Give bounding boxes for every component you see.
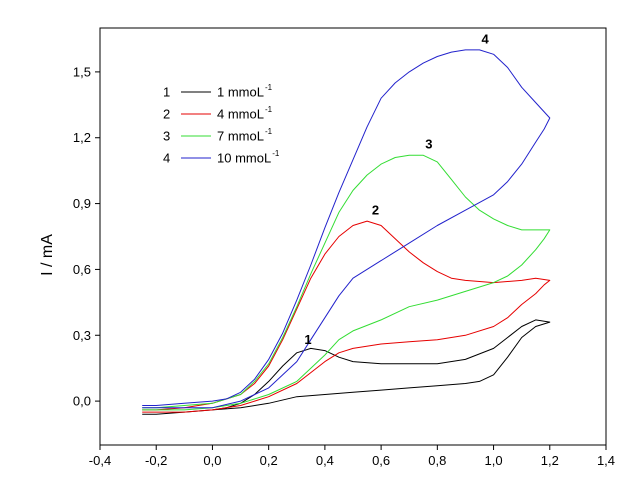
x-tick-label: 1,4 — [597, 453, 615, 468]
legend-label: 1 mmoL — [217, 85, 264, 100]
y-tick-label: 1,2 — [73, 130, 91, 145]
x-tick-label: 0,8 — [428, 453, 446, 468]
legend-number: 2 — [163, 107, 170, 122]
legend-superscript: -1 — [265, 105, 273, 114]
legend-superscript: -1 — [265, 127, 273, 136]
legend-number: 4 — [163, 151, 170, 166]
y-tick-label: 0,6 — [73, 262, 91, 277]
legend-label: 7 mmoL — [217, 129, 264, 144]
x-tick-label: 1,0 — [485, 453, 503, 468]
x-tick-label: -0,4 — [89, 453, 111, 468]
x-tick-label: 0,4 — [316, 453, 334, 468]
legend-number: 3 — [163, 129, 170, 144]
series-line-2 — [142, 220, 551, 413]
y-tick-label: 1,5 — [73, 64, 91, 79]
curve-label-4: 4 — [482, 31, 490, 46]
y-tick-label: 0,9 — [73, 196, 91, 211]
plot-frame — [99, 27, 607, 446]
y-tick-label: 0,0 — [73, 394, 91, 409]
legend-superscript: -1 — [272, 149, 280, 158]
y-axis-label: I / mA — [39, 234, 56, 276]
x-tick-label: -0,2 — [145, 453, 167, 468]
series-line-4 — [142, 49, 551, 409]
series-line-3 — [142, 154, 551, 411]
y-axis: 0,0 0,3 0,6 0,9 1,2 1,5 — [73, 64, 100, 409]
curve-annotations: 1 2 3 4 — [304, 31, 489, 347]
curve-label-1: 1 — [304, 332, 311, 347]
y-tick-label: 0,3 — [73, 328, 91, 343]
legend-superscript: -1 — [265, 83, 273, 92]
x-tick-label: 0,2 — [260, 453, 278, 468]
legend-number: 1 — [163, 85, 170, 100]
curve-label-3: 3 — [425, 137, 432, 152]
curve-label-2: 2 — [372, 203, 379, 218]
legend-label: 10 mmoL — [217, 151, 271, 166]
x-axis: -0,4 -0,2 0,0 0,2 0,4 0,6 0,8 1,0 1,2 1,4 — [89, 445, 615, 468]
series-line-1 — [142, 319, 551, 415]
x-tick-label: 0,6 — [372, 453, 390, 468]
curves — [142, 49, 551, 415]
legend-label: 4 mmoL — [217, 107, 264, 122]
x-tick-label: 0,0 — [203, 453, 221, 468]
x-tick-label: 1,2 — [541, 453, 559, 468]
